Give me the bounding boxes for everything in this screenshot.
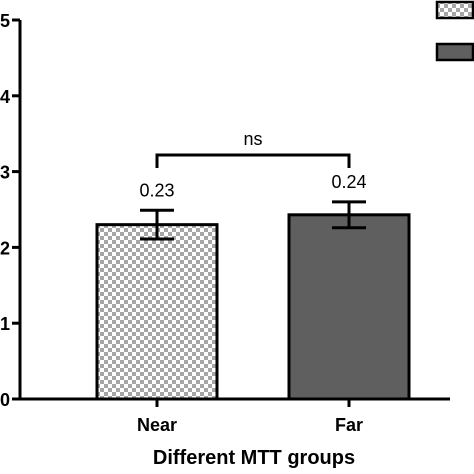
bars-group [95,213,411,401]
y-tick-label: 4 [0,87,10,107]
data-label: 0.24 [331,172,366,192]
data-label: 0.23 [139,180,174,200]
x-axis-title: Different MTT groups [153,447,355,469]
legend-swatch-near [435,0,474,20]
y-tick-label: 5 [0,11,10,31]
y-tick-label: 0 [0,390,10,410]
data-labels-group: 0.23 0.24 [139,172,366,200]
x-tick-label: Near [137,415,177,435]
legend [435,0,474,62]
x-axis: Near Far [20,397,450,435]
y-tick-label: 1 [0,314,10,334]
significance-bracket: ns [155,129,351,168]
y-tick-label: 2 [0,238,10,258]
legend-swatch-far [435,42,474,62]
significance-line [155,153,351,168]
bar-far [287,213,411,401]
error-bars-group [140,200,366,241]
y-tick-label: 3 [0,163,10,183]
x-tick-label: Far [335,415,363,435]
significance-label: ns [243,129,262,149]
y-axis: 0 1 2 3 4 5 [0,11,22,410]
bar-near [95,223,219,401]
